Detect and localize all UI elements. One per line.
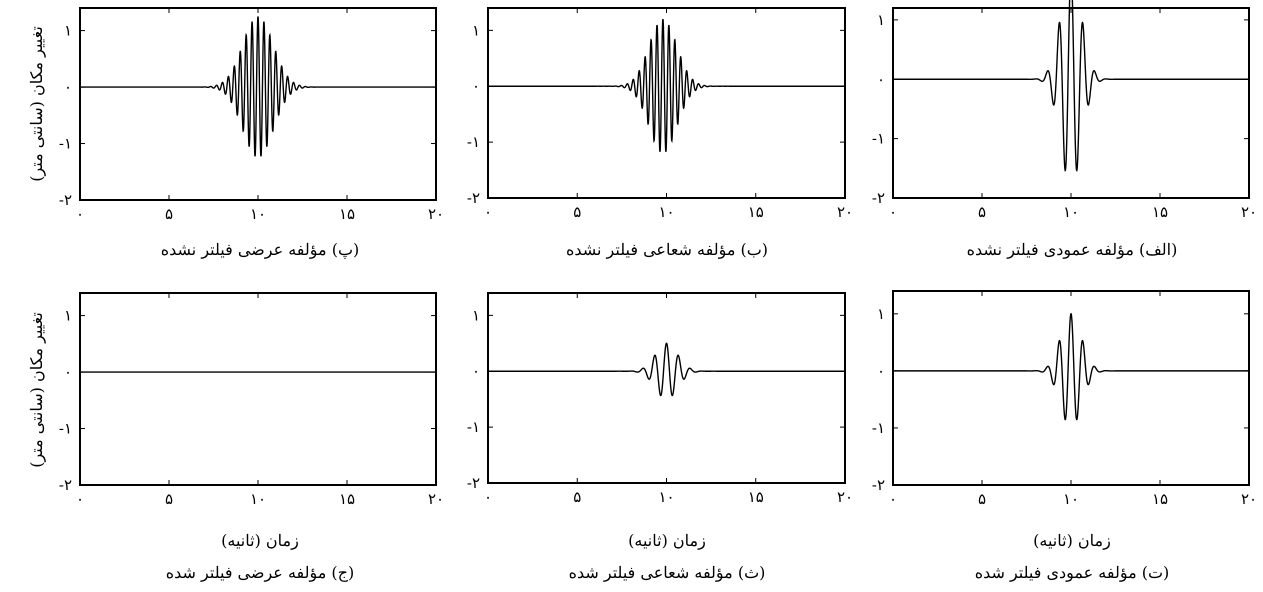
xlabel-j: زمان (ثانیه) xyxy=(221,531,299,550)
x-tick-label: ۰ xyxy=(889,490,897,508)
y-tick-label: ۰ xyxy=(472,77,480,95)
y-tick-label: -۲ xyxy=(59,476,72,494)
x-tick-label: ۱۵ xyxy=(748,203,764,221)
x-tick-label: ۱۰ xyxy=(658,203,674,221)
series-line xyxy=(80,16,436,157)
xlabel-t: زمان (ثانیه) xyxy=(1033,531,1111,550)
y-tick-label: ۰ xyxy=(877,362,885,380)
y-tick-label: ۱ xyxy=(64,22,72,40)
panel-frame xyxy=(79,7,437,201)
x-tick-label: ۲۰ xyxy=(837,203,853,221)
y-tick-label: ۰ xyxy=(877,70,885,88)
y-tick-label: -۱ xyxy=(59,420,72,438)
x-tick-label: ۰ xyxy=(484,203,492,221)
x-tick-label: ۵ xyxy=(978,490,986,508)
panel-frame xyxy=(79,292,437,486)
caption-alef: (الف) مؤلفه عمودی فیلتر نشده xyxy=(966,240,1178,259)
y-tick-label: -۱ xyxy=(467,418,480,436)
y-tick-label: ۱ xyxy=(472,21,480,39)
x-tick-label: ۲۰ xyxy=(837,488,853,506)
y-tick-label: ۱ xyxy=(64,307,72,325)
caption-t: (ت) مؤلفه عمودی فیلتر شده xyxy=(974,563,1170,582)
x-tick-label: ۱۰ xyxy=(250,205,266,223)
series-line xyxy=(893,0,1249,172)
x-tick-label: ۲۰ xyxy=(1241,490,1257,508)
panel-frame xyxy=(487,292,846,484)
x-tick-label: ۱۵ xyxy=(1152,490,1168,508)
x-tick-label: ۲۰ xyxy=(428,205,444,223)
y-tick-label: -۱ xyxy=(872,130,885,148)
x-tick-label: ۱۵ xyxy=(339,490,355,508)
y-tick-label: -۲ xyxy=(467,189,480,207)
x-tick-label: ۰ xyxy=(76,205,84,223)
x-tick-label: ۱۰ xyxy=(658,488,674,506)
panel-frame xyxy=(892,290,1250,486)
y-tick-label: -۲ xyxy=(467,474,480,492)
x-tick-label: ۵ xyxy=(573,203,581,221)
x-tick-label: ۱۵ xyxy=(1152,203,1168,221)
caption-p: (پ) مؤلفه عرضی فیلتر نشده xyxy=(160,240,360,259)
y-tick-label: -۱ xyxy=(59,135,72,153)
x-tick-label: ۲۰ xyxy=(1241,203,1257,221)
y-tick-label: ۰ xyxy=(472,362,480,380)
series-line xyxy=(893,312,1249,421)
caption-th: (ث) مؤلفه شعاعی فیلتر شده xyxy=(568,563,766,582)
x-tick-label: ۰ xyxy=(76,490,84,508)
y-tick-label: -۲ xyxy=(59,191,72,209)
x-tick-label: ۰ xyxy=(889,203,897,221)
x-tick-label: ۵ xyxy=(573,488,581,506)
caption-b: (ب) مؤلفه شعاعی فیلتر نشده xyxy=(565,240,769,259)
series-line xyxy=(488,19,845,152)
y-tick-label: -۱ xyxy=(467,133,480,151)
y-tick-label: ۱ xyxy=(877,305,885,323)
xlabel-th: زمان (ثانیه) xyxy=(628,531,706,550)
x-tick-label: ۰ xyxy=(484,488,492,506)
y-tick-label: -۱ xyxy=(872,419,885,437)
caption-j: (ج) مؤلفه عرضی فیلتر شده xyxy=(165,563,355,582)
panel-frame xyxy=(892,7,1250,199)
y-tick-label: ۱ xyxy=(877,11,885,29)
y-tick-label: ۱ xyxy=(472,306,480,324)
y-tick-label: ۰ xyxy=(64,363,72,381)
x-tick-label: ۱۰ xyxy=(1063,490,1079,508)
x-tick-label: ۱۰ xyxy=(250,490,266,508)
y-tick-label: ۰ xyxy=(64,78,72,96)
x-tick-label: ۵ xyxy=(978,203,986,221)
y-tick-label: -۲ xyxy=(872,189,885,207)
x-tick-label: ۱۰ xyxy=(1063,203,1079,221)
x-tick-label: ۵ xyxy=(165,490,173,508)
series-line xyxy=(488,342,845,397)
x-tick-label: ۲۰ xyxy=(428,490,444,508)
y-tick-label: -۲ xyxy=(872,476,885,494)
x-tick-label: ۱۵ xyxy=(748,488,764,506)
x-tick-label: ۵ xyxy=(165,205,173,223)
x-tick-label: ۱۵ xyxy=(339,205,355,223)
